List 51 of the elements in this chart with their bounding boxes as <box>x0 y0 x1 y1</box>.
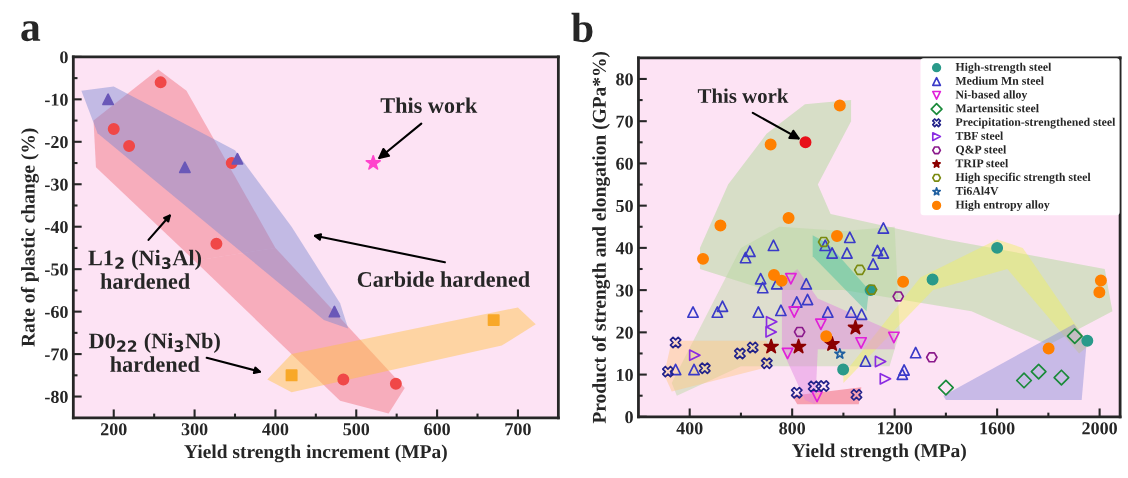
legend-label: Q&P steel <box>956 145 1007 156</box>
x-tick-label: 200 <box>100 423 127 436</box>
y-tick-label: -60 <box>45 305 68 319</box>
y-tick-label: -50 <box>45 263 68 276</box>
y-tick-label: -80 <box>45 390 68 403</box>
y-tick-label: 0 <box>60 51 68 64</box>
x-axis-title: Yield strength (MPa) <box>792 443 966 462</box>
x-tick-label: 600 <box>424 423 450 436</box>
x-tick-label: 2000 <box>1082 422 1117 435</box>
legend-label: High entropy alloy <box>955 200 1050 212</box>
legend-label: Medium Mn steel <box>955 76 1044 85</box>
y-axis-title: Rate of plastic change (%) <box>20 128 39 347</box>
x-axis-title: Yield strength increment (MPa) <box>184 444 447 463</box>
y-tick-label: -10 <box>45 93 68 106</box>
x-tick-label: 700 <box>505 423 531 436</box>
x-tick-label: 500 <box>343 423 370 436</box>
x-tick-label: 300 <box>181 423 208 436</box>
y-tick-label: 70 <box>616 115 633 128</box>
legend-label: High-strength steel <box>955 62 1052 74</box>
y-tick-label: -40 <box>45 220 68 234</box>
y-tick-label: 60 <box>616 157 633 170</box>
y-tick-label: 0 <box>625 411 633 424</box>
annotation: This work <box>380 97 478 114</box>
chart-title: b <box>571 12 593 43</box>
y-tick-label: 20 <box>616 326 633 339</box>
y-axis-title: Product of strength and elongation (GPa*%) <box>591 51 610 424</box>
y-tick-label: 80 <box>616 73 633 86</box>
x-tick-label: 1600 <box>980 422 1015 435</box>
y-tick-label: -20 <box>45 136 68 149</box>
y-tick-label: -30 <box>45 178 68 191</box>
legend-label: Martensitic steel <box>955 103 1039 113</box>
y-tick-label: 40 <box>615 242 633 255</box>
annotation: L1$_{2}$ (Ni$_{3}$Al) hardened <box>88 249 202 289</box>
x-tick-label: 400 <box>676 422 703 435</box>
y-tick-label: 50 <box>616 199 633 213</box>
legend-label: Precipitation-strengthened steel <box>955 117 1116 129</box>
legend-label: TRIP steel <box>955 158 1009 168</box>
legend-label: Ti6Al4V <box>955 186 999 195</box>
annotation: This work <box>697 88 789 104</box>
x-tick-label: 800 <box>779 422 806 435</box>
legend-label: High specific strength steel <box>955 172 1091 184</box>
annotation: Carbide hardened <box>357 271 530 287</box>
annotation: D0$_{22}$ (Ni$_{3}$Nb) hardened <box>88 332 220 372</box>
y-tick-label: 10 <box>616 368 633 382</box>
x-tick-label: 1200 <box>878 422 913 435</box>
legend-label: Ni-based alloy <box>955 90 1028 101</box>
x-tick-label: 400 <box>262 423 289 436</box>
y-tick-label: 30 <box>616 284 633 297</box>
legend-label: TBF steel <box>955 131 1004 140</box>
chart-title: a <box>21 21 41 42</box>
y-tick-label: -70 <box>45 348 68 361</box>
